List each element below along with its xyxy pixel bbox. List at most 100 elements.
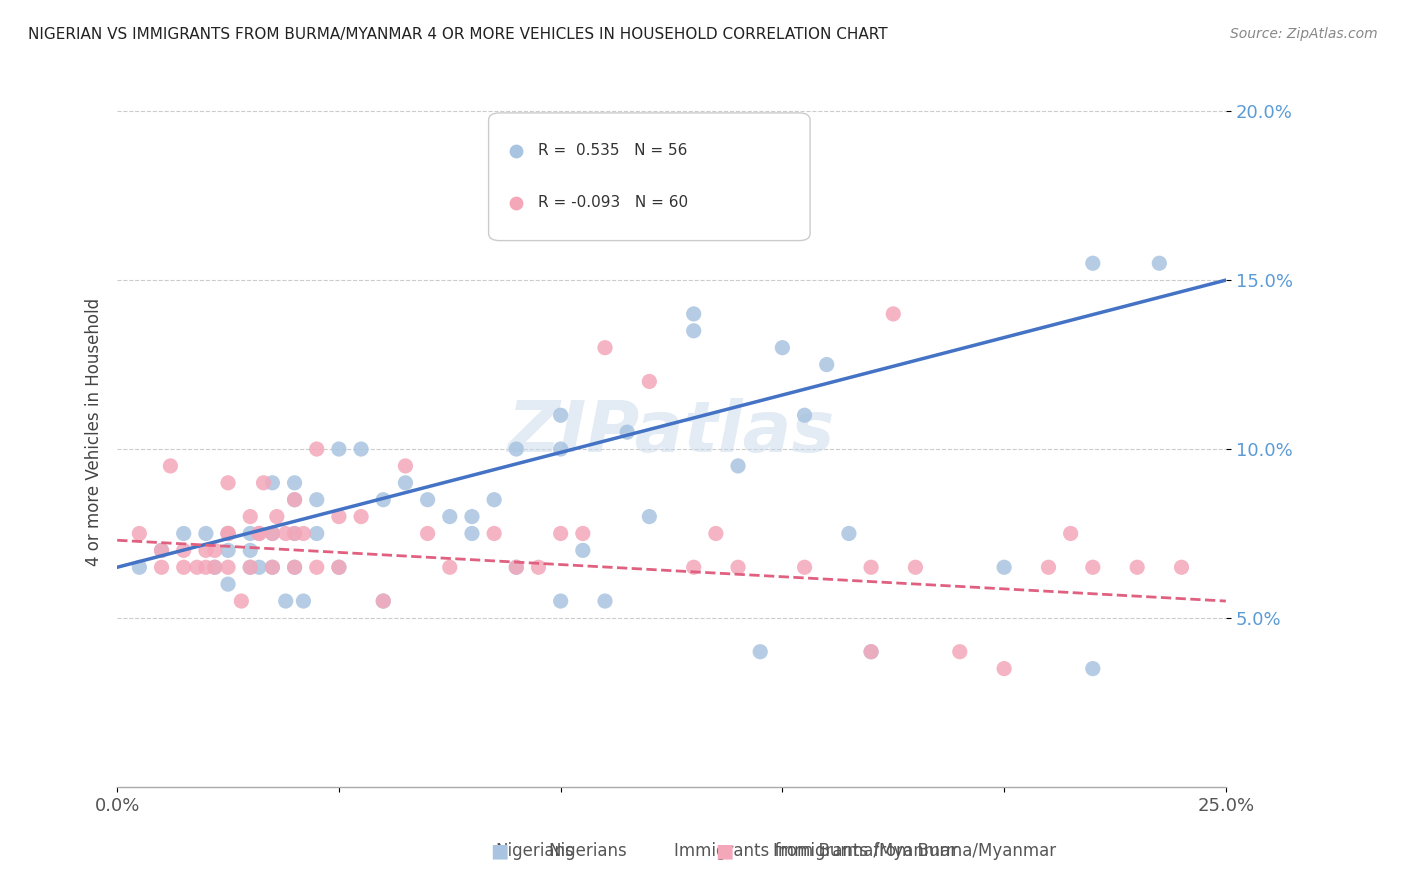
Point [993, 662, 1015, 676]
Point [505, 560, 527, 574]
Point [1059, 526, 1081, 541]
Point [239, 543, 262, 558]
Text: ■: ■ [489, 841, 509, 860]
Point [150, 543, 173, 558]
Point [638, 375, 661, 389]
Point [231, 594, 253, 608]
Point [150, 560, 173, 574]
Text: ■: ■ [714, 841, 734, 860]
Point [252, 475, 274, 490]
Point [239, 526, 262, 541]
Point [416, 492, 439, 507]
Point [262, 475, 284, 490]
Text: R = -0.093   N = 60: R = -0.093 N = 60 [538, 195, 689, 211]
Point [1081, 256, 1104, 270]
Point [682, 324, 704, 338]
Text: Immigrants from Burma/Myanmar: Immigrants from Burma/Myanmar [773, 842, 1056, 860]
Point [505, 560, 527, 574]
Point [373, 594, 395, 608]
Point [292, 594, 315, 608]
Point [527, 560, 550, 574]
Point [770, 341, 793, 355]
Point [217, 526, 239, 541]
Point [482, 492, 505, 507]
Point [439, 560, 461, 574]
Point [682, 560, 704, 574]
Point [727, 458, 749, 473]
Point [150, 543, 173, 558]
Point [128, 560, 150, 574]
Point [704, 526, 727, 541]
Point [328, 560, 350, 574]
Point [194, 526, 217, 541]
Point [593, 341, 616, 355]
Point [159, 458, 181, 473]
Point [949, 645, 972, 659]
Point [284, 560, 307, 574]
Point [305, 442, 328, 456]
Point [373, 594, 395, 608]
Point [217, 560, 239, 574]
Point [284, 492, 307, 507]
Point [305, 526, 328, 541]
Point [328, 560, 350, 574]
Point [394, 458, 416, 473]
Point [838, 526, 860, 541]
Point [217, 543, 239, 558]
Point [993, 560, 1015, 574]
Point [262, 526, 284, 541]
Point [274, 594, 297, 608]
Point [262, 526, 284, 541]
Point [505, 442, 527, 456]
Point [350, 509, 373, 524]
Point [860, 645, 883, 659]
Point [550, 594, 572, 608]
Y-axis label: 4 or more Vehicles in Household: 4 or more Vehicles in Household [86, 298, 103, 566]
Point [217, 526, 239, 541]
Point [173, 543, 195, 558]
Point [204, 560, 226, 574]
Point [262, 560, 284, 574]
Text: ZIPatlas: ZIPatlas [508, 398, 835, 467]
Point [572, 526, 595, 541]
Point [860, 560, 883, 574]
Point [173, 560, 195, 574]
Point [204, 543, 226, 558]
Point [173, 526, 195, 541]
Point [550, 526, 572, 541]
Point [1038, 560, 1060, 574]
Text: R =  0.535   N = 56: R = 0.535 N = 56 [538, 143, 688, 158]
Point [439, 509, 461, 524]
Point [284, 560, 307, 574]
Point [1126, 560, 1149, 574]
Text: Nigerians: Nigerians [495, 842, 574, 860]
Point [904, 560, 927, 574]
Point [284, 492, 307, 507]
Point [217, 475, 239, 490]
Point [550, 409, 572, 423]
Point [194, 543, 217, 558]
Point [328, 509, 350, 524]
Point [217, 577, 239, 591]
Point [1081, 662, 1104, 676]
Point [882, 307, 904, 321]
Point [217, 526, 239, 541]
Point [284, 526, 307, 541]
Point [593, 594, 616, 608]
Point [461, 509, 484, 524]
Point [682, 307, 704, 321]
Point [186, 560, 208, 574]
Point [204, 560, 226, 574]
Point [194, 560, 217, 574]
Point [461, 526, 484, 541]
Point [482, 526, 505, 541]
Point [1081, 560, 1104, 574]
Point [284, 475, 307, 490]
Point [328, 442, 350, 456]
Point [266, 509, 288, 524]
Point [128, 526, 150, 541]
Point [305, 560, 328, 574]
Point [572, 543, 595, 558]
Point [793, 409, 815, 423]
Text: Nigerians: Nigerians [548, 842, 627, 860]
